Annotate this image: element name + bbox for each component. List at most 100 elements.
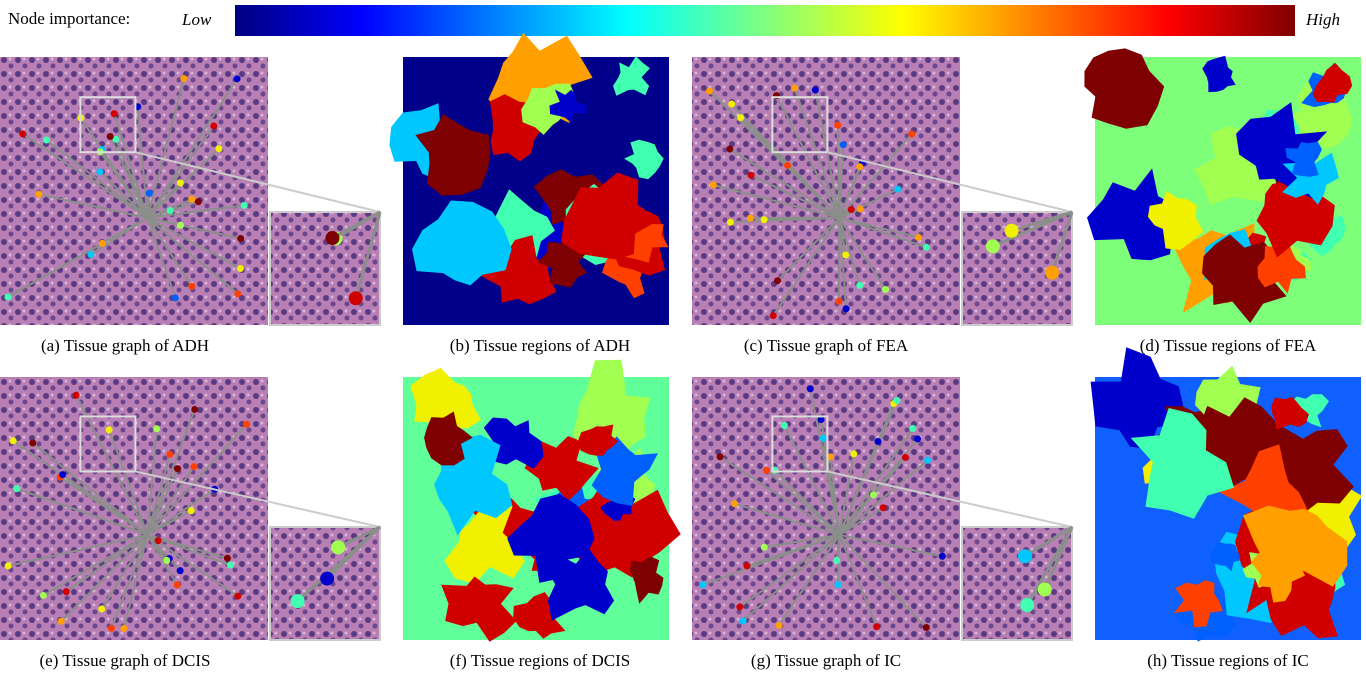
- graph-node: [763, 467, 770, 474]
- graph-node: [699, 581, 706, 588]
- graph-node: [177, 567, 184, 574]
- graph-node: [923, 244, 930, 251]
- panel-caption: (c) Tissue graph of FEA: [744, 336, 909, 355]
- graph-node: [807, 385, 814, 392]
- graph-node: [87, 251, 94, 258]
- graph-node: [902, 454, 909, 461]
- panel-caption: (d) Tissue regions of FEA: [1140, 336, 1317, 355]
- graph-node: [243, 421, 250, 428]
- graph-node: [791, 85, 798, 92]
- graph-node: [909, 425, 916, 432]
- graph-node: [177, 179, 184, 186]
- graph-node: [880, 504, 887, 511]
- panel-caption: (b) Tissue regions of ADH: [450, 336, 630, 355]
- graph-node: [747, 215, 754, 222]
- graph-node: [215, 145, 222, 152]
- graph-node: [894, 397, 901, 404]
- graph-node: [180, 75, 187, 82]
- inset-node: [1020, 598, 1034, 612]
- inset-node: [349, 291, 363, 305]
- graph-node: [107, 133, 114, 140]
- graph-node: [740, 617, 747, 624]
- graph-node: [784, 162, 791, 169]
- graph-node: [167, 207, 174, 214]
- graph-node: [856, 163, 863, 170]
- legend-low: Low: [181, 10, 212, 29]
- graph-node: [856, 282, 863, 289]
- graph-node: [210, 122, 217, 129]
- graph-node: [857, 205, 864, 212]
- inset-node: [320, 572, 334, 586]
- graph-node: [761, 544, 768, 551]
- inset-node: [325, 231, 339, 245]
- graph-node: [776, 622, 783, 629]
- graph-node: [5, 294, 12, 301]
- graph-node: [58, 618, 65, 625]
- panels: (a) Tissue graph of ADH(b) Tissue region…: [0, 33, 1362, 670]
- graph-node: [73, 392, 80, 399]
- graph-node: [834, 122, 841, 129]
- inset-node: [1005, 224, 1019, 238]
- inset-edge: [1052, 212, 1072, 273]
- graph-node: [848, 206, 855, 213]
- graph-node: [914, 435, 921, 442]
- graph-node: [836, 298, 843, 305]
- inset-node: [1045, 266, 1059, 280]
- panel-caption: (f) Tissue regions of DCIS: [450, 651, 630, 670]
- panel-caption: (h) Tissue regions of IC: [1147, 651, 1309, 670]
- graph-node: [717, 453, 724, 460]
- graph-node: [939, 553, 946, 560]
- graph-node: [195, 198, 202, 205]
- graph-node: [870, 491, 877, 498]
- graph-node: [726, 146, 733, 153]
- graph-node: [915, 234, 922, 241]
- graph-node: [234, 75, 241, 82]
- inset-node: [1038, 582, 1052, 596]
- inset-node: [986, 239, 1000, 253]
- graph-node: [908, 131, 915, 138]
- graph-node: [873, 623, 880, 630]
- graph-node: [820, 435, 827, 442]
- graph-node: [108, 625, 115, 632]
- graph-node: [843, 305, 850, 312]
- graph-node: [237, 235, 244, 242]
- region-map: [403, 360, 681, 642]
- graph-node: [774, 277, 781, 284]
- graph-node: [63, 588, 70, 595]
- graph-node: [174, 465, 181, 472]
- graph-node: [13, 485, 20, 492]
- graph-node: [111, 110, 118, 117]
- graph-node: [40, 592, 47, 599]
- graph-node: [710, 181, 717, 188]
- panel-caption: (g) Tissue graph of IC: [751, 651, 901, 670]
- graph-node: [96, 168, 103, 175]
- graph-node: [761, 216, 768, 223]
- graph-node: [35, 191, 42, 198]
- graph-node: [736, 603, 743, 610]
- graph-node: [850, 450, 857, 457]
- graph-node: [924, 457, 931, 464]
- graph-node: [834, 581, 841, 588]
- graph-node: [98, 606, 105, 613]
- graph-node: [43, 137, 50, 144]
- region-map: [1084, 48, 1361, 325]
- graph-node: [190, 463, 197, 470]
- graph-node: [234, 593, 241, 600]
- graph-node: [10, 437, 17, 444]
- graph-node: [748, 172, 755, 179]
- graph-node: [19, 130, 26, 137]
- graph-node: [5, 562, 12, 569]
- graph-node: [166, 451, 173, 458]
- panel-caption: (e) Tissue graph of DCIS: [40, 651, 211, 670]
- graph-node: [812, 87, 819, 94]
- graph-node: [731, 500, 738, 507]
- graph-node: [842, 251, 849, 258]
- legend-label: Node importance:: [8, 9, 130, 28]
- inset-node: [1018, 549, 1032, 563]
- graph-node: [163, 557, 170, 564]
- legend-high: High: [1305, 10, 1340, 29]
- graph-node: [781, 422, 788, 429]
- graph-node: [728, 101, 735, 108]
- graph-node: [770, 312, 777, 319]
- graph-node: [874, 438, 881, 445]
